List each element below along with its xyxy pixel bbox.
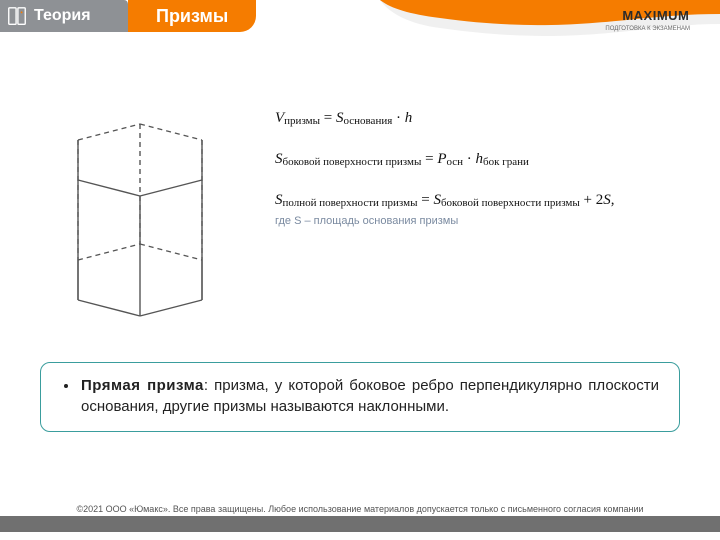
formula-volume: Vпризмы = Sоснования · h (275, 110, 695, 127)
formula-lateral-surface: Sбоковой поверхности призмы = Pосн · hбо… (275, 151, 695, 168)
formula-note: где S – площадь основания призмы (275, 215, 695, 227)
header-section-label: Теория (0, 0, 128, 32)
formulas-block: Vпризмы = Sоснования · h Sбоковой поверх… (275, 110, 695, 227)
logo-text: MAXIMUM (622, 8, 689, 23)
definition-item: Прямая призма: призма, у которой боковое… (79, 375, 659, 417)
brand-logo: ✶MAXIMUM ПОДГОТОВКА К ЭКЗАМЕНАМ (605, 6, 690, 32)
theory-label: Теория (34, 7, 91, 24)
footer-bar (0, 516, 720, 532)
book-icon (6, 5, 28, 27)
prism-diagram (40, 88, 240, 318)
definition-term: Прямая призма (81, 377, 204, 394)
logo-burst-icon: ✶ (605, 8, 619, 25)
slide-title: Призмы (128, 0, 256, 32)
definition-box: Прямая призма: призма, у которой боковое… (40, 362, 680, 432)
footer-copyright: ©2021 ООО «Юмакс». Все права защищены. Л… (0, 504, 720, 514)
formula-total-surface: Sполной поверхности призмы = Sбоковой по… (275, 192, 695, 209)
logo-subtitle: ПОДГОТОВКА К ЭКЗАМЕНАМ (605, 26, 690, 32)
